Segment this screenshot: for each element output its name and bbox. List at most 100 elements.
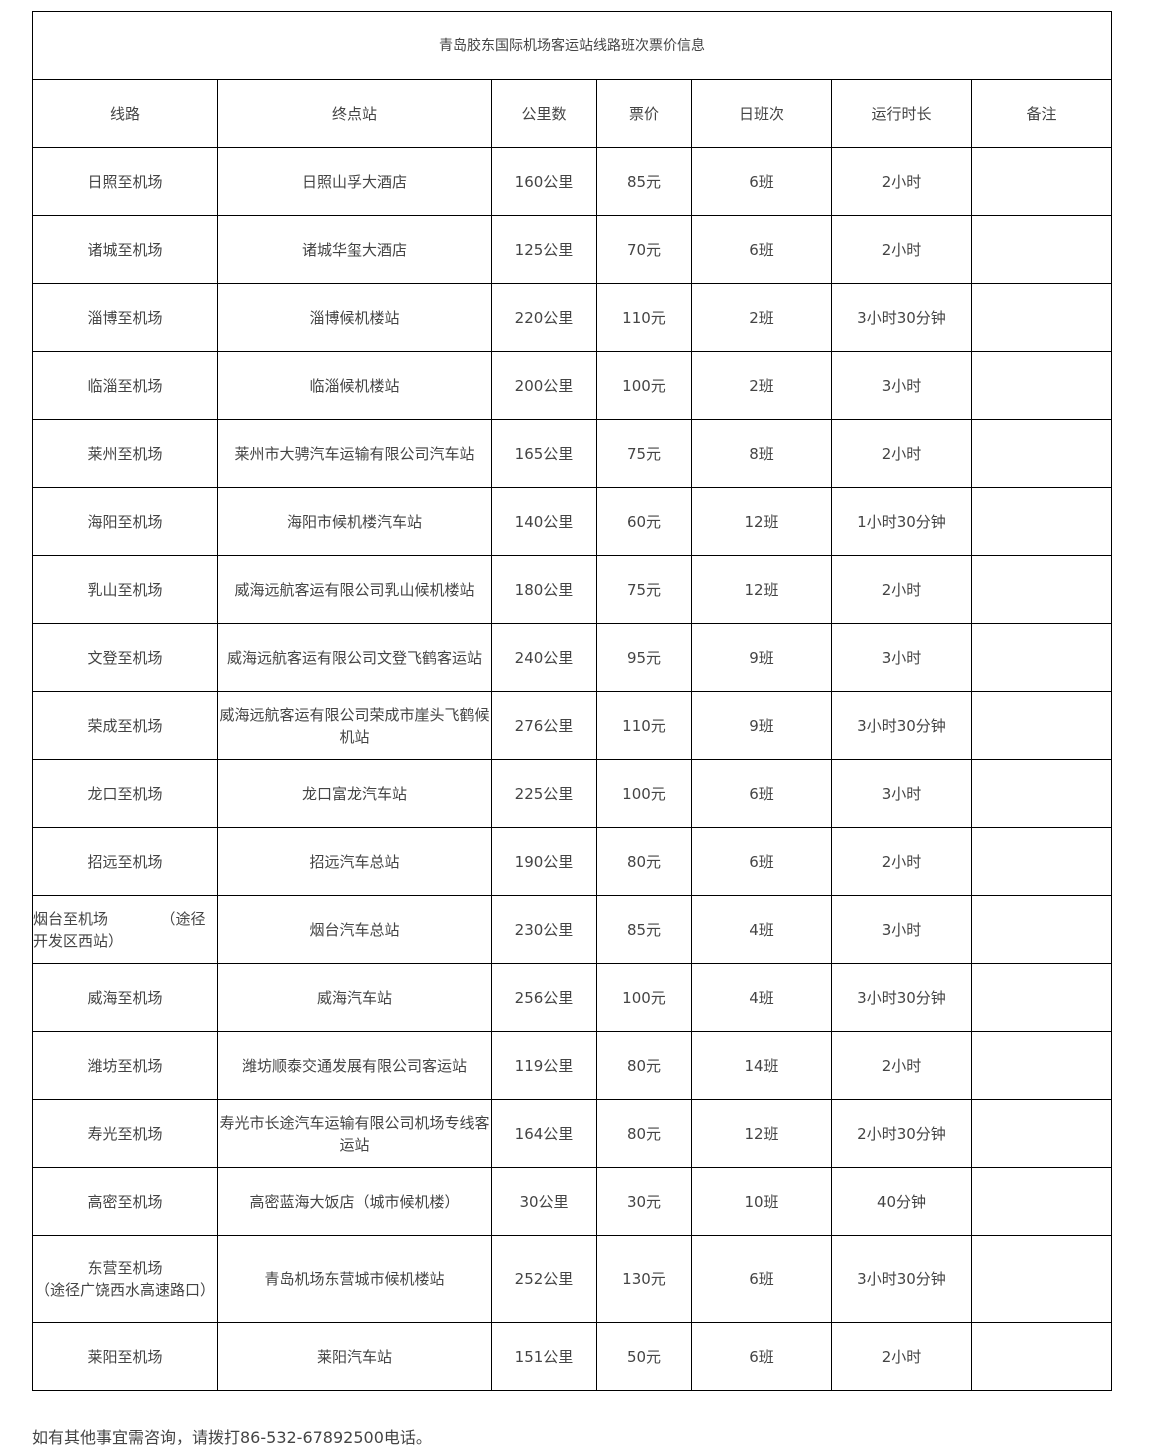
cell-distance: 119公里 (491, 1031, 597, 1100)
cell-terminal: 莱州市大骋汽车运输有限公司汽车站 (217, 419, 492, 488)
cell-fare: 80元 (596, 1099, 692, 1168)
cell-duration: 3小时 (831, 759, 972, 828)
cell-terminal: 高密蓝海大饭店（城市候机楼） (217, 1167, 492, 1236)
cell-route: 临淄至机场 (32, 351, 218, 420)
cell-route: 东营至机场 （途径广饶西水高速路口） (32, 1235, 218, 1323)
cell-terminal: 威海汽车站 (217, 963, 492, 1032)
cell-fare: 50元 (596, 1322, 692, 1391)
cell-remarks (970, 827, 1113, 896)
cell-fare: 60元 (596, 487, 692, 556)
cell-remarks (970, 963, 1113, 1032)
cell-daily-trips: 6班 (691, 827, 832, 896)
cell-distance: 200公里 (491, 351, 597, 420)
cell-distance: 252公里 (491, 1235, 597, 1323)
table-row: 荣成至机场 威海远航客运有限公司荣成市崖头飞鹤候机站 276公里 110元 9班 3小时3… (32, 691, 1113, 760)
cell-remarks (970, 1235, 1113, 1323)
cell-duration: 2小时 (831, 1322, 972, 1391)
cell-remarks (970, 1099, 1113, 1168)
table-row: 莱阳至机场 莱阳汽车站 151公里 50元 6班 2小时 (32, 1322, 1113, 1391)
cell-distance: 230公里 (491, 895, 597, 964)
cell-route: 龙口至机场 (32, 759, 218, 828)
cell-remarks (970, 555, 1113, 624)
contact-note: 如有其他事宜需咨询，请拨打86-532-67892500电话。 (32, 1428, 432, 1447)
cell-distance: 164公里 (491, 1099, 597, 1168)
cell-fare: 85元 (596, 147, 692, 216)
cell-duration: 3小时30分钟 (831, 963, 972, 1032)
cell-daily-trips: 12班 (691, 1099, 832, 1168)
cell-remarks (970, 759, 1113, 828)
cell-terminal: 烟台汽车总站 (217, 895, 492, 964)
cell-duration: 2小时 (831, 419, 972, 488)
cell-daily-trips: 2班 (691, 351, 832, 420)
table-row: 淄博至机场 淄博候机楼站 220公里 110元 2班 3小时30分钟 (32, 283, 1113, 352)
table-row: 高密至机场 高密蓝海大饭店（城市候机楼） 30公里 30元 10班 40分钟 (32, 1167, 1113, 1236)
cell-remarks (970, 1322, 1113, 1391)
cell-distance: 140公里 (491, 487, 597, 556)
cell-daily-trips: 6班 (691, 147, 832, 216)
cell-daily-trips: 6班 (691, 1322, 832, 1391)
table-row: 烟台至机场 （途径开发区西站） 烟台汽车总站 230公里 85元 4班 3小时 (32, 895, 1113, 964)
cell-remarks (970, 419, 1113, 488)
cell-fare: 110元 (596, 283, 692, 352)
cell-distance: 240公里 (491, 623, 597, 692)
table-row: 诸城至机场 诸城华玺大酒店 125公里 70元 6班 2小时 (32, 215, 1113, 284)
cell-duration: 2小时 (831, 827, 972, 896)
cell-distance: 125公里 (491, 215, 597, 284)
table-row: 乳山至机场 威海远航客运有限公司乳山候机楼站 180公里 75元 12班 2小时 (32, 555, 1113, 624)
table-row: 威海至机场 威海汽车站 256公里 100元 4班 3小时30分钟 (32, 963, 1113, 1032)
cell-route: 潍坊至机场 (32, 1031, 218, 1100)
cell-remarks (970, 623, 1113, 692)
cell-daily-trips: 4班 (691, 963, 832, 1032)
route-fare-table: 青岛胶东国际机场客运站线路班次票价信息 线路 终点站 公里数 票价 日班次 运行时长 备注 … (31, 11, 1113, 1391)
cell-distance: 225公里 (491, 759, 597, 828)
header-row: 线路 终点站 公里数 票价 日班次 运行时长 备注 (32, 79, 1113, 148)
cell-fare: 80元 (596, 1031, 692, 1100)
cell-terminal: 莱阳汽车站 (217, 1322, 492, 1391)
cell-distance: 160公里 (491, 147, 597, 216)
cell-daily-trips: 9班 (691, 691, 832, 760)
cell-remarks (970, 215, 1113, 284)
cell-terminal: 寿光市长途汽车运输有限公司机场专线客运站 (217, 1099, 492, 1168)
cell-remarks (970, 147, 1113, 216)
cell-remarks (970, 691, 1113, 760)
cell-duration: 2小时 (831, 1031, 972, 1100)
cell-route: 高密至机场 (32, 1167, 218, 1236)
cell-route: 海阳至机场 (32, 487, 218, 556)
cell-route: 荣成至机场 (32, 691, 218, 760)
table-row: 龙口至机场 龙口富龙汽车站 225公里 100元 6班 3小时 (32, 759, 1113, 828)
cell-duration: 2小时 (831, 147, 972, 216)
cell-fare: 110元 (596, 691, 692, 760)
table-row: 莱州至机场 莱州市大骋汽车运输有限公司汽车站 165公里 75元 8班 2小时 (32, 419, 1113, 488)
cell-duration: 3小时30分钟 (831, 691, 972, 760)
cell-fare: 100元 (596, 759, 692, 828)
cell-route: 淄博至机场 (32, 283, 218, 352)
header-terminal: 终点站 (217, 79, 492, 148)
cell-terminal: 招远汽车总站 (217, 827, 492, 896)
cell-route: 乳山至机场 (32, 555, 218, 624)
cell-route: 招远至机场 (32, 827, 218, 896)
cell-daily-trips: 2班 (691, 283, 832, 352)
cell-terminal: 龙口富龙汽车站 (217, 759, 492, 828)
cell-remarks (970, 1167, 1113, 1236)
cell-daily-trips: 6班 (691, 215, 832, 284)
cell-duration: 2小时30分钟 (831, 1099, 972, 1168)
cell-terminal: 威海远航客运有限公司乳山候机楼站 (217, 555, 492, 624)
cell-daily-trips: 4班 (691, 895, 832, 964)
cell-fare: 130元 (596, 1235, 692, 1323)
table-row: 招远至机场 招远汽车总站 190公里 80元 6班 2小时 (32, 827, 1113, 896)
cell-distance: 30公里 (491, 1167, 597, 1236)
cell-terminal: 青岛机场东营城市候机楼站 (217, 1235, 492, 1323)
cell-daily-trips: 9班 (691, 623, 832, 692)
cell-daily-trips: 6班 (691, 759, 832, 828)
cell-terminal: 淄博候机楼站 (217, 283, 492, 352)
table-row: 日照至机场 日照山孚大酒店 160公里 85元 6班 2小时 (32, 147, 1113, 216)
cell-terminal: 威海远航客运有限公司荣成市崖头飞鹤候机站 (217, 691, 492, 760)
header-fare: 票价 (596, 79, 692, 148)
cell-fare: 100元 (596, 351, 692, 420)
cell-terminal: 临淄候机楼站 (217, 351, 492, 420)
cell-route: 莱州至机场 (32, 419, 218, 488)
cell-duration: 3小时30分钟 (831, 1235, 972, 1323)
table-row: 潍坊至机场 潍坊顺泰交通发展有限公司客运站 119公里 80元 14班 2小时 (32, 1031, 1113, 1100)
cell-terminal: 威海远航客运有限公司文登飞鹤客运站 (217, 623, 492, 692)
cell-duration: 3小时 (831, 351, 972, 420)
